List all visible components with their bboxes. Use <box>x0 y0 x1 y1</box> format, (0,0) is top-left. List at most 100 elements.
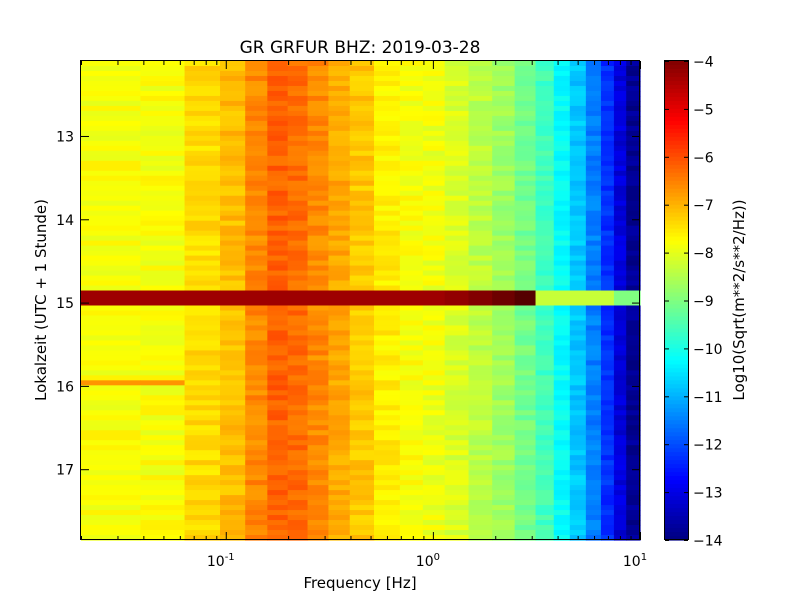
heatmap-cell <box>184 190 221 197</box>
heatmap-cell <box>399 440 424 446</box>
heatmap-cell <box>492 445 516 451</box>
heatmap-cell <box>569 215 587 222</box>
heatmap-cell <box>399 265 424 272</box>
heatmap-cell <box>220 65 246 72</box>
heatmap-cell <box>399 490 424 496</box>
heatmap-cell <box>492 305 516 312</box>
heatmap-cell <box>514 220 537 227</box>
heatmap-cell <box>553 61 571 67</box>
heatmap-cell <box>422 115 446 122</box>
heatmap-cell <box>220 225 246 232</box>
heatmap-cell <box>444 230 470 237</box>
heatmap-cell <box>444 435 470 441</box>
heatmap-cell <box>626 345 641 351</box>
heatmap-cell <box>514 500 537 506</box>
heatmap-cell <box>626 315 641 322</box>
heatmap-cell <box>245 380 268 386</box>
heatmap-cell <box>328 495 351 501</box>
heatmap-cell <box>514 400 537 406</box>
heatmap-cell <box>267 250 289 257</box>
heatmap-cell <box>569 280 587 287</box>
heatmap-cell <box>585 360 602 366</box>
heatmap-cell <box>349 225 375 232</box>
heatmap-cell <box>535 520 555 526</box>
heatmap-cell <box>374 355 401 361</box>
heatmap-cell <box>220 295 246 302</box>
heatmap-cell <box>328 365 351 371</box>
heatmap-cell <box>600 305 615 312</box>
heatmap-cell <box>140 75 186 82</box>
heatmap-cell <box>468 375 493 381</box>
heatmap-cell <box>140 145 186 152</box>
heatmap-cell <box>422 355 446 361</box>
heatmap-cell <box>245 390 268 396</box>
heatmap-cell <box>399 150 424 157</box>
heatmap-cell <box>349 380 375 386</box>
heatmap-cell <box>492 280 516 287</box>
heatmap-cell <box>81 350 142 356</box>
heatmap-cell <box>399 345 424 351</box>
heatmap-cell <box>585 130 602 137</box>
heatmap-cell <box>468 265 493 272</box>
heatmap-cell <box>184 210 221 217</box>
heatmap-cell <box>492 315 516 322</box>
heatmap-cell <box>140 325 186 332</box>
heatmap-cell <box>569 180 587 187</box>
heatmap-cell <box>287 285 309 292</box>
heatmap-cell <box>287 360 309 366</box>
heatmap-cell <box>444 245 470 252</box>
heatmap-cell <box>374 140 401 147</box>
heatmap-cell <box>585 335 602 342</box>
heatmap-cell <box>626 150 641 157</box>
heatmap-cell <box>444 465 470 471</box>
heatmap-cell <box>444 440 470 446</box>
heatmap-cell <box>245 425 268 431</box>
heatmap-cell <box>220 120 246 127</box>
heatmap-cell <box>287 245 309 252</box>
colorbar-segment <box>665 232 688 238</box>
heatmap-cell <box>553 525 571 531</box>
heatmap-cell <box>444 510 470 516</box>
heatmap-cell <box>535 275 555 282</box>
heatmap-cell <box>307 75 330 82</box>
heatmap-cell <box>553 325 571 332</box>
heatmap-cell <box>553 370 571 376</box>
heatmap-cell <box>374 530 401 536</box>
heatmap-cell <box>585 510 602 516</box>
heatmap-cell <box>514 105 537 112</box>
heatmap-cell <box>349 420 375 426</box>
heatmap-cell <box>267 245 289 252</box>
colorbar <box>665 61 688 541</box>
heatmap-cell <box>468 260 493 267</box>
heatmap-cell <box>468 365 493 371</box>
heatmap-cell <box>140 420 186 426</box>
y-tick-label: 16 <box>56 379 74 395</box>
heatmap-cell <box>81 385 142 391</box>
heatmap-cell <box>245 305 268 312</box>
heatmap-cell <box>81 360 142 366</box>
heatmap-cell <box>613 285 627 292</box>
colorbar-segment <box>665 500 688 505</box>
heatmap-cell <box>140 170 186 177</box>
colorbar-segment <box>665 292 688 298</box>
heatmap-cell <box>535 175 555 182</box>
heatmap-cell <box>514 255 537 262</box>
heatmap-cell <box>328 480 351 486</box>
heatmap-cell <box>553 230 571 237</box>
heatmap-cell <box>140 475 186 481</box>
heatmap-cell <box>220 70 246 77</box>
heatmap-cell <box>514 520 537 526</box>
heatmap-cell <box>307 65 330 72</box>
colorbar-segment <box>665 368 688 373</box>
heatmap-cell <box>468 61 493 67</box>
heatmap-cell <box>535 80 555 87</box>
colorbar-segment <box>665 108 688 114</box>
heatmap-cell <box>184 250 221 257</box>
heatmap-cell <box>374 310 401 317</box>
heatmap-cell <box>307 110 330 117</box>
heatmap-cell <box>514 440 537 446</box>
heatmap-cell <box>245 515 268 521</box>
heatmap-cell <box>220 350 246 356</box>
heatmap-cell <box>444 400 470 406</box>
heatmap-cell <box>267 355 289 361</box>
